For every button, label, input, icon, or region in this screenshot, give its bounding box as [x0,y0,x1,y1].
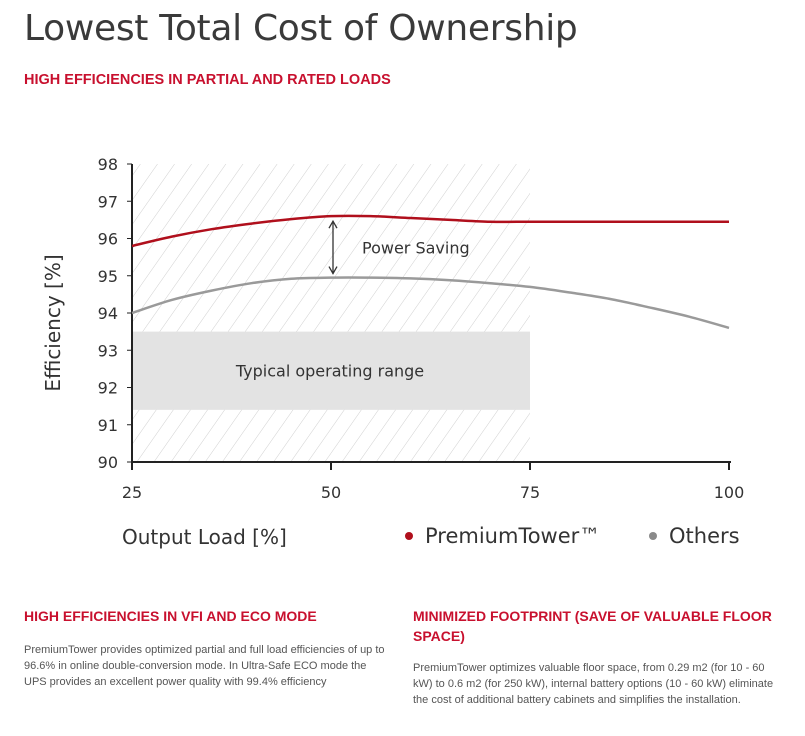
typical-operating-range-band [132,331,530,410]
y-tick-label: 90 [98,453,118,472]
y-tick-label: 91 [98,416,118,435]
legend-label-premiumtower: PremiumTower™ [425,524,600,548]
hatched-region [132,164,530,462]
y-tick-label: 94 [98,304,118,323]
footprint-text: PremiumTower optimizes valuable floor sp… [413,662,774,706]
x-axis-title: Output Load [%] [122,525,287,549]
series-line-others [131,276,730,330]
y-tick-label: 95 [98,267,118,286]
x-tick-label: 100 [714,483,745,502]
legend-marker-premiumtower [405,532,413,540]
y-tick-label: 96 [98,230,118,249]
vfi-eco-heading: HIGH EFFICIENCIES IN VFI AND ECO MODE [24,608,317,624]
footprint-heading: MINIMIZED FOOTPRINT (SAVE OF VALUABLE FL… [413,608,772,644]
power-saving-arrowhead-bottom [328,266,338,275]
power-saving-label: Power Saving [362,238,470,257]
typical-operating-range-label: Typical operating range [235,362,424,381]
legend-label-others: Others [669,524,740,548]
vfi-eco-text: PremiumTower provides optimized partial … [24,644,385,688]
y-axis-title: Efficiency [%] [41,254,65,391]
x-tick-label: 25 [122,483,142,502]
power-saving-arrowhead-top [328,219,338,229]
y-tick-label: 98 [98,155,118,174]
legend-marker-others [649,532,657,540]
series-line-premiumtower [131,214,729,248]
y-tick-label: 92 [98,379,118,398]
page-title: Lowest Total Cost of Ownership [24,8,578,49]
x-tick-label: 75 [520,483,540,502]
section-heading: HIGH EFFICIENCIES IN PARTIAL AND RATED L… [24,72,391,88]
x-tick-label: 50 [321,483,341,502]
y-tick-label: 97 [98,192,118,211]
efficiency-chart: Typical operating range 90 91 92 93 94 95 96 97 9… [41,155,745,549]
y-tick-label: 93 [98,341,118,360]
